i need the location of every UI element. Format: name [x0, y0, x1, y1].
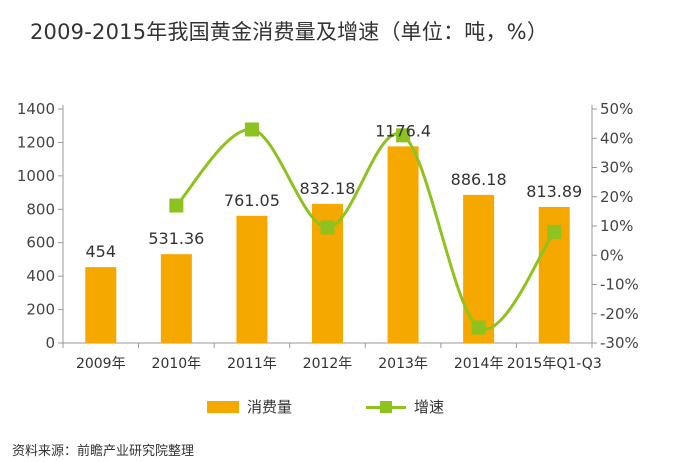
- y-tick-label: 800: [26, 200, 55, 218]
- x-tick-label: 2015年Q1-Q3: [507, 356, 602, 372]
- y2-tick-label: -30%: [600, 334, 639, 352]
- y-tick-label: 1000: [17, 167, 55, 185]
- bar-value-label: 1176.4: [375, 121, 431, 140]
- bar-value-label: 454: [86, 242, 117, 261]
- y-tick-label: 1200: [17, 133, 55, 151]
- x-tick-label: 2010年: [152, 356, 202, 372]
- bar-value-label: 832.18: [300, 179, 356, 198]
- bar-value-label: 886.18: [451, 170, 507, 189]
- y2-tick-label: 50%: [600, 100, 633, 118]
- growth-line: [175, 127, 556, 331]
- y-tick-label: 1400: [17, 100, 55, 118]
- x-tick-label: 2013年: [378, 356, 428, 372]
- source-note: 资料来源：前瞻产业研究院整理: [12, 444, 195, 459]
- bar-consumption: [387, 146, 419, 343]
- bar-value-label: 761.05: [224, 191, 280, 210]
- y-tick-label: 200: [26, 301, 55, 319]
- growth-marker: [471, 320, 486, 335]
- legend-label-growth: 增速: [414, 398, 445, 416]
- y2-tick-label: 10%: [600, 217, 633, 235]
- chart-title: 2009-2015年我国黄金消费量及增速（单位：吨，%）: [30, 20, 549, 44]
- legend-item-consumption: 消费量: [207, 396, 292, 417]
- legend-item-growth: 增速: [366, 396, 444, 417]
- bar-consumption: [236, 215, 268, 343]
- bar-consumption: [85, 267, 117, 343]
- x-tick-label: 2012年: [303, 356, 353, 372]
- legend-line-swatch: [366, 400, 406, 413]
- y-tick-label: 600: [26, 234, 55, 252]
- y2-tick-label: -10%: [600, 276, 639, 294]
- y2-tick-label: 0%: [600, 246, 624, 264]
- x-tick-label: 2014年: [454, 356, 504, 372]
- growth-marker: [169, 198, 184, 213]
- growth-marker: [320, 220, 335, 235]
- growth-marker: [244, 122, 259, 137]
- bar-value-label: 531.36: [148, 229, 204, 248]
- x-tick-label: 2009年: [76, 356, 126, 372]
- y2-tick-label: 20%: [600, 188, 633, 206]
- growth-marker: [396, 128, 411, 143]
- legend-label-consumption: 消费量: [247, 398, 293, 416]
- bar-value-label: 813.89: [526, 182, 582, 201]
- y2-tick-label: 30%: [600, 159, 633, 177]
- y-tick-label: 400: [26, 267, 55, 285]
- bar-consumption: [160, 254, 192, 343]
- x-tick-label: 2011年: [227, 356, 277, 372]
- legend-bar-swatch: [207, 400, 239, 413]
- growth-marker: [547, 224, 562, 239]
- y2-tick-label: -20%: [600, 305, 639, 323]
- legend: 消费量 增速: [0, 396, 676, 420]
- y-tick-label: 0: [45, 334, 55, 352]
- bar-consumption: [463, 194, 495, 343]
- y2-tick-label: 40%: [600, 129, 633, 147]
